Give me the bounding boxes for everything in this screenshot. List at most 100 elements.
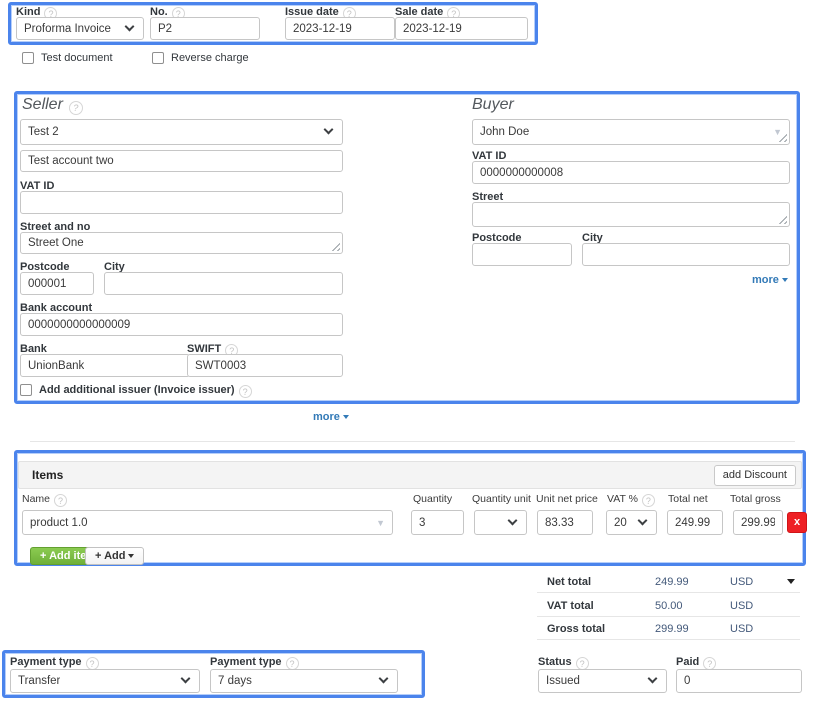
dropdown-arrow-icon: ▼ [773, 127, 782, 137]
invoice-number-input[interactable]: P2 [150, 17, 260, 40]
swift-input[interactable]: SWT0003 [187, 354, 343, 377]
bank-input[interactable]: UnionBank [20, 354, 190, 377]
payment-highlight-box [2, 650, 425, 698]
currency-dropdown-caret-icon[interactable] [787, 579, 795, 584]
reverse-charge-checkbox[interactable] [152, 52, 164, 64]
gross-total-label: Gross total [547, 622, 606, 635]
bank-account-input[interactable]: 0000000000000009 [20, 313, 343, 336]
delete-item-button[interactable]: x [787, 512, 807, 533]
seller-help-icon[interactable]: ? [68, 101, 83, 115]
resize-handle-icon[interactable] [778, 133, 787, 142]
seller-street-label: Street and no [20, 221, 91, 233]
item-quantity-unit-select[interactable] [474, 510, 527, 535]
section-divider [30, 441, 795, 442]
item-total-net-input[interactable]: 249.99 [667, 510, 723, 535]
seller-company-select[interactable]: Test 2 [20, 119, 343, 145]
sale-date-input[interactable]: 2023-12-19 [395, 17, 528, 40]
invoice-number-label: No.? [150, 6, 185, 20]
column-header-unit-net-price: Unit net price [536, 493, 598, 505]
items-highlight-box [14, 450, 806, 566]
payment-type-select[interactable]: Transfer [10, 669, 200, 693]
buyer-city-input[interactable] [582, 243, 790, 266]
document-header-highlight-box [8, 2, 538, 45]
payment-due-select[interactable]: 7 days [210, 669, 398, 693]
status-select[interactable]: Issued [538, 669, 667, 693]
sale-date-label: Sale date? [395, 6, 461, 20]
chevron-down-icon [507, 515, 518, 525]
caret-down-icon [342, 415, 349, 419]
additional-issuer-help-icon[interactable]: ? [238, 385, 252, 398]
add-dropdown-button[interactable]: + Add [85, 547, 145, 565]
test-document-checkbox[interactable] [22, 52, 34, 64]
seller-city-input[interactable] [104, 272, 343, 295]
totals-divider [537, 592, 800, 593]
test-document-label: Test document [41, 52, 113, 64]
gross-total-currency: USD [730, 622, 754, 635]
buyer-postcode-label: Postcode [472, 232, 522, 244]
seller-account-input[interactable]: Test account two [20, 150, 343, 172]
paid-input[interactable]: 0 [676, 669, 802, 693]
column-header-name: Name? [22, 493, 68, 507]
parties-highlight-box [14, 91, 800, 404]
issue-date-input[interactable]: 2023-12-19 [285, 17, 395, 40]
item-quantity-input[interactable]: 3 [411, 510, 464, 535]
buyer-street-label: Street [472, 191, 504, 203]
status-help-icon[interactable]: ? [575, 657, 589, 670]
payment-type-label: Payment type? [10, 656, 99, 670]
invoice-number-help-icon[interactable]: ? [171, 7, 185, 20]
resize-handle-icon[interactable] [778, 215, 787, 224]
bank-account-label: Bank account [20, 302, 93, 314]
column-header-total-net: Total net [668, 493, 708, 505]
buyer-vat-id-label: VAT ID [472, 150, 507, 162]
column-header-quantity: Quantity [413, 493, 453, 505]
seller-vat-id-input[interactable] [20, 191, 343, 214]
swift-label: SWIFT? [187, 343, 239, 357]
seller-street-textarea[interactable]: Street One [20, 232, 343, 254]
chevron-down-icon [124, 21, 135, 31]
reverse-charge-label: Reverse charge [171, 52, 249, 64]
vat-total-row: VAT total 50.00 USD [537, 594, 800, 617]
caret-down-icon [128, 554, 135, 558]
column-header-vat: VAT %? [607, 493, 655, 507]
items-header-bar: Items add Discount [18, 461, 802, 489]
additional-issuer-checkbox[interactable] [20, 384, 32, 396]
vat-help-icon[interactable]: ? [641, 494, 655, 507]
item-vat-select[interactable]: 20 [606, 510, 657, 535]
dropdown-arrow-icon: ▼ [376, 517, 385, 528]
column-header-quantity-unit: Quantity unit [472, 493, 531, 505]
add-discount-button[interactable]: add Discount [713, 465, 796, 486]
item-unit-net-price-input[interactable]: 83.33 [537, 510, 593, 535]
item-name-combobox[interactable]: product 1.0 ▼ [22, 510, 393, 535]
bank-label: Bank [20, 343, 47, 355]
buyer-postcode-input[interactable] [472, 243, 572, 266]
totals-divider [537, 616, 800, 617]
additional-issuer-label: Add additional issuer (Invoice issuer)? [39, 384, 252, 398]
seller-title: Seller? [22, 96, 83, 115]
vat-total-label: VAT total [547, 599, 594, 612]
buyer-vat-id-input[interactable]: 0000000000008 [472, 161, 790, 184]
issue-date-label: Issue date? [285, 6, 356, 20]
items-title: Items [32, 468, 64, 482]
seller-postcode-input[interactable]: 000001 [20, 272, 94, 295]
chevron-down-icon [378, 673, 389, 684]
paid-label: Paid? [676, 656, 717, 670]
chevron-down-icon [637, 515, 648, 525]
buyer-name-combobox[interactable]: John Doe ▼ [472, 119, 790, 145]
buyer-city-label: City [582, 232, 603, 244]
name-help-icon[interactable]: ? [54, 494, 68, 507]
caret-down-icon [781, 278, 788, 282]
column-header-total-gross: Total gross [730, 493, 781, 505]
resize-handle-icon[interactable] [331, 242, 340, 251]
buyer-street-textarea[interactable] [472, 202, 790, 227]
seller-more-link[interactable]: more [313, 411, 349, 423]
item-total-gross-input[interactable]: 299.99 [733, 510, 783, 535]
net-total-label: Net total [547, 575, 591, 588]
chevron-down-icon [647, 673, 658, 684]
buyer-more-link[interactable]: more [752, 274, 788, 286]
kind-select[interactable]: Proforma Invoice [16, 17, 144, 40]
vat-total-currency: USD [730, 599, 754, 612]
chevron-down-icon [180, 673, 191, 684]
buyer-title: Buyer [472, 96, 514, 113]
seller-postcode-label: Postcode [20, 261, 70, 273]
